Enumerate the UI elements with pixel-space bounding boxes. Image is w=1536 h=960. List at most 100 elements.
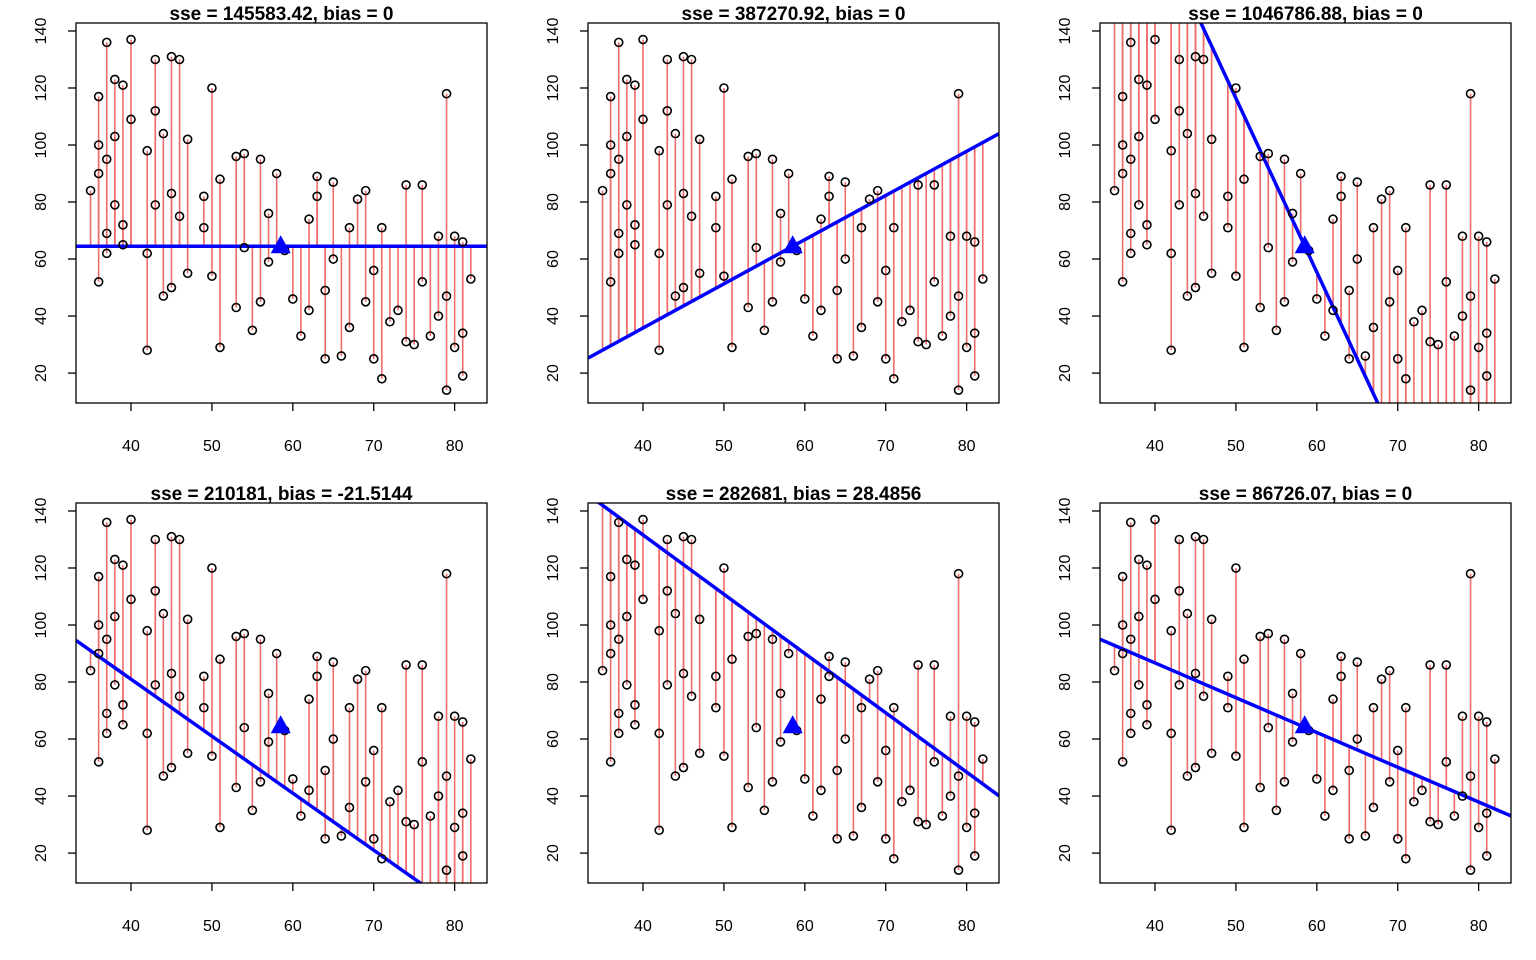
point [597, 665, 608, 676]
point [969, 808, 980, 818]
point [368, 834, 379, 844]
point [743, 302, 753, 313]
point [905, 305, 915, 316]
point [743, 782, 753, 793]
point [1287, 737, 1298, 747]
plot-area [76, 519, 472, 883]
point [1457, 791, 1468, 801]
plot-area [1113, 23, 1496, 403]
point [1125, 708, 1136, 719]
point [670, 291, 681, 301]
point [433, 311, 444, 321]
point [1457, 311, 1468, 321]
point [597, 185, 608, 196]
point [945, 231, 956, 242]
y-tick-label: 20 [33, 844, 50, 862]
y-tick-label: 100 [33, 132, 50, 159]
y-tick-label: 140 [33, 498, 50, 525]
point [344, 802, 355, 813]
point [1166, 728, 1176, 739]
point [101, 248, 112, 259]
point [1336, 191, 1346, 202]
point [1142, 239, 1152, 250]
point [1125, 228, 1136, 239]
point [360, 296, 371, 307]
point [654, 145, 664, 156]
point [1125, 248, 1136, 259]
point [368, 745, 379, 756]
point [678, 668, 689, 679]
point [93, 91, 104, 102]
point [816, 214, 826, 224]
point [1190, 188, 1201, 199]
point [320, 354, 330, 364]
point [1255, 782, 1265, 793]
point [377, 222, 387, 233]
point [605, 140, 616, 150]
point [93, 140, 104, 150]
point [433, 711, 444, 722]
plot-frame [75, 502, 488, 884]
point [913, 660, 923, 670]
point [110, 611, 120, 622]
point [166, 51, 177, 62]
point [670, 608, 681, 619]
point [433, 791, 444, 801]
point [711, 191, 721, 202]
point [1134, 611, 1144, 622]
plot-area [596, 503, 999, 871]
x-tick-label: 80 [1470, 438, 1488, 455]
point [1190, 282, 1201, 293]
point [630, 220, 640, 230]
point [199, 702, 209, 713]
point [1441, 757, 1452, 767]
point [1255, 302, 1265, 313]
point [808, 331, 818, 341]
point [1392, 354, 1403, 364]
point [166, 531, 177, 542]
point [174, 534, 185, 545]
point [751, 722, 762, 733]
point [1481, 237, 1492, 247]
point [1117, 277, 1128, 287]
point [255, 776, 266, 787]
point [1206, 614, 1217, 625]
point [1190, 51, 1201, 62]
y-tick-label: 60 [33, 250, 50, 268]
point [1142, 80, 1152, 90]
point [686, 691, 697, 702]
point [613, 634, 624, 645]
point [344, 222, 355, 233]
point [263, 737, 274, 747]
point [1174, 534, 1185, 545]
point [953, 568, 964, 579]
x-tick-label: 60 [1308, 918, 1326, 935]
point [215, 822, 225, 833]
chart-title: sse = 387270.92, bias = 0 [682, 4, 906, 25]
point [239, 242, 250, 253]
point [905, 785, 915, 796]
point [929, 757, 940, 767]
point [767, 154, 778, 165]
point [1190, 762, 1201, 773]
point [1368, 222, 1379, 233]
point [328, 177, 339, 187]
point [150, 680, 161, 690]
point [368, 265, 379, 276]
point [783, 168, 794, 179]
point [613, 37, 624, 48]
point [816, 305, 826, 316]
point [613, 728, 624, 739]
y-tick-label: 120 [33, 555, 50, 582]
point [913, 180, 923, 190]
point [848, 351, 859, 361]
point [613, 517, 624, 528]
point [1134, 554, 1144, 565]
fit-line [1198, 23, 1380, 403]
point [166, 668, 177, 679]
point [1473, 342, 1484, 353]
y-tick-label: 60 [545, 250, 562, 268]
point [630, 719, 640, 730]
point [150, 586, 161, 596]
point [872, 665, 883, 676]
